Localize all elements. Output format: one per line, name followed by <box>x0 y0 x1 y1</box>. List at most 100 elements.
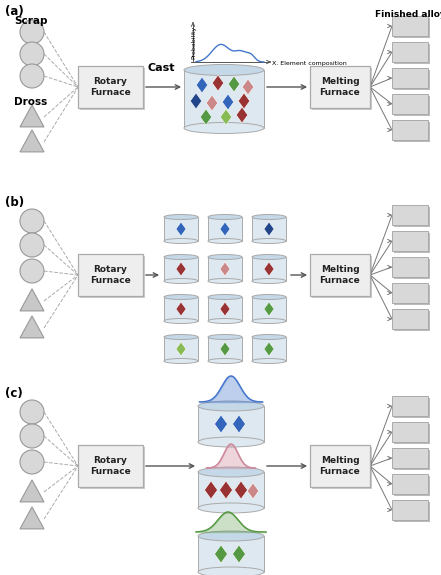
Polygon shape <box>232 545 246 563</box>
Text: Melting
Furnace: Melting Furnace <box>320 457 360 476</box>
Ellipse shape <box>252 214 286 220</box>
Polygon shape <box>228 76 240 92</box>
Polygon shape <box>264 302 274 316</box>
Bar <box>393 259 430 278</box>
Polygon shape <box>264 222 274 236</box>
Bar <box>208 297 242 321</box>
Bar <box>312 447 372 489</box>
Bar <box>392 205 428 225</box>
Ellipse shape <box>252 239 286 243</box>
Ellipse shape <box>208 335 242 339</box>
Bar <box>252 257 286 281</box>
Bar <box>198 406 264 442</box>
Bar <box>310 445 370 487</box>
Polygon shape <box>205 481 217 499</box>
Bar <box>392 500 428 520</box>
Bar <box>252 337 286 361</box>
Ellipse shape <box>252 335 286 339</box>
Text: (a): (a) <box>5 5 24 18</box>
Bar <box>393 95 430 116</box>
Bar <box>393 70 430 90</box>
Ellipse shape <box>164 255 198 259</box>
Bar <box>164 297 198 321</box>
Polygon shape <box>176 262 186 276</box>
Bar <box>393 206 430 227</box>
Circle shape <box>20 20 44 44</box>
Bar <box>393 450 430 470</box>
Circle shape <box>20 233 44 257</box>
Bar <box>80 256 145 298</box>
Bar <box>78 445 143 487</box>
Ellipse shape <box>184 122 264 133</box>
Ellipse shape <box>198 567 264 575</box>
Ellipse shape <box>198 531 264 541</box>
Polygon shape <box>220 222 230 236</box>
Polygon shape <box>247 483 259 499</box>
Bar <box>164 337 198 361</box>
Text: (b): (b) <box>5 196 24 209</box>
Bar <box>252 297 286 321</box>
Text: Probability: Probability <box>191 26 197 59</box>
Polygon shape <box>264 342 274 356</box>
Circle shape <box>20 209 44 233</box>
Ellipse shape <box>164 319 198 324</box>
Bar <box>208 217 242 241</box>
Polygon shape <box>220 342 230 356</box>
Ellipse shape <box>164 278 198 283</box>
Circle shape <box>20 424 44 448</box>
Polygon shape <box>238 93 250 109</box>
Ellipse shape <box>252 358 286 363</box>
Text: Rotary
Furnace: Rotary Furnace <box>90 457 131 476</box>
Bar <box>392 68 428 88</box>
Text: Melting
Furnace: Melting Furnace <box>320 77 360 97</box>
Polygon shape <box>232 415 246 433</box>
Bar <box>312 256 372 298</box>
Ellipse shape <box>164 358 198 363</box>
Ellipse shape <box>164 335 198 339</box>
Bar <box>393 121 430 141</box>
Bar <box>392 94 428 114</box>
Text: Finished alloy: Finished alloy <box>374 10 441 19</box>
Bar <box>310 66 370 108</box>
Circle shape <box>20 400 44 424</box>
Polygon shape <box>20 507 44 529</box>
Bar <box>310 254 370 296</box>
Polygon shape <box>20 289 44 311</box>
Text: Scrap: Scrap <box>14 16 48 26</box>
Ellipse shape <box>208 358 242 363</box>
Bar <box>392 448 428 468</box>
Ellipse shape <box>252 255 286 259</box>
Ellipse shape <box>164 294 198 300</box>
Ellipse shape <box>198 503 264 513</box>
Polygon shape <box>235 481 247 499</box>
Text: Cast: Cast <box>147 63 175 73</box>
Text: X. Element composition: X. Element composition <box>272 60 347 66</box>
Polygon shape <box>20 105 44 127</box>
Text: Rotary
Furnace: Rotary Furnace <box>90 265 131 285</box>
Circle shape <box>20 42 44 66</box>
Ellipse shape <box>208 278 242 283</box>
Bar <box>184 70 264 128</box>
Polygon shape <box>190 93 202 109</box>
Polygon shape <box>212 75 224 91</box>
Polygon shape <box>242 79 254 95</box>
Text: Melting
Furnace: Melting Furnace <box>320 265 360 285</box>
Bar <box>392 396 428 416</box>
Polygon shape <box>196 77 208 93</box>
Bar <box>80 447 145 489</box>
Bar <box>312 68 372 110</box>
Polygon shape <box>264 262 274 276</box>
Bar <box>208 337 242 361</box>
Circle shape <box>20 259 44 283</box>
Polygon shape <box>200 109 212 125</box>
Ellipse shape <box>208 239 242 243</box>
Polygon shape <box>222 94 234 110</box>
Bar <box>78 66 143 108</box>
Polygon shape <box>176 302 186 316</box>
Bar <box>393 232 430 252</box>
Text: Rotary
Furnace: Rotary Furnace <box>90 77 131 97</box>
Bar <box>393 310 430 331</box>
Bar <box>392 474 428 494</box>
Polygon shape <box>214 415 228 433</box>
Ellipse shape <box>208 214 242 220</box>
